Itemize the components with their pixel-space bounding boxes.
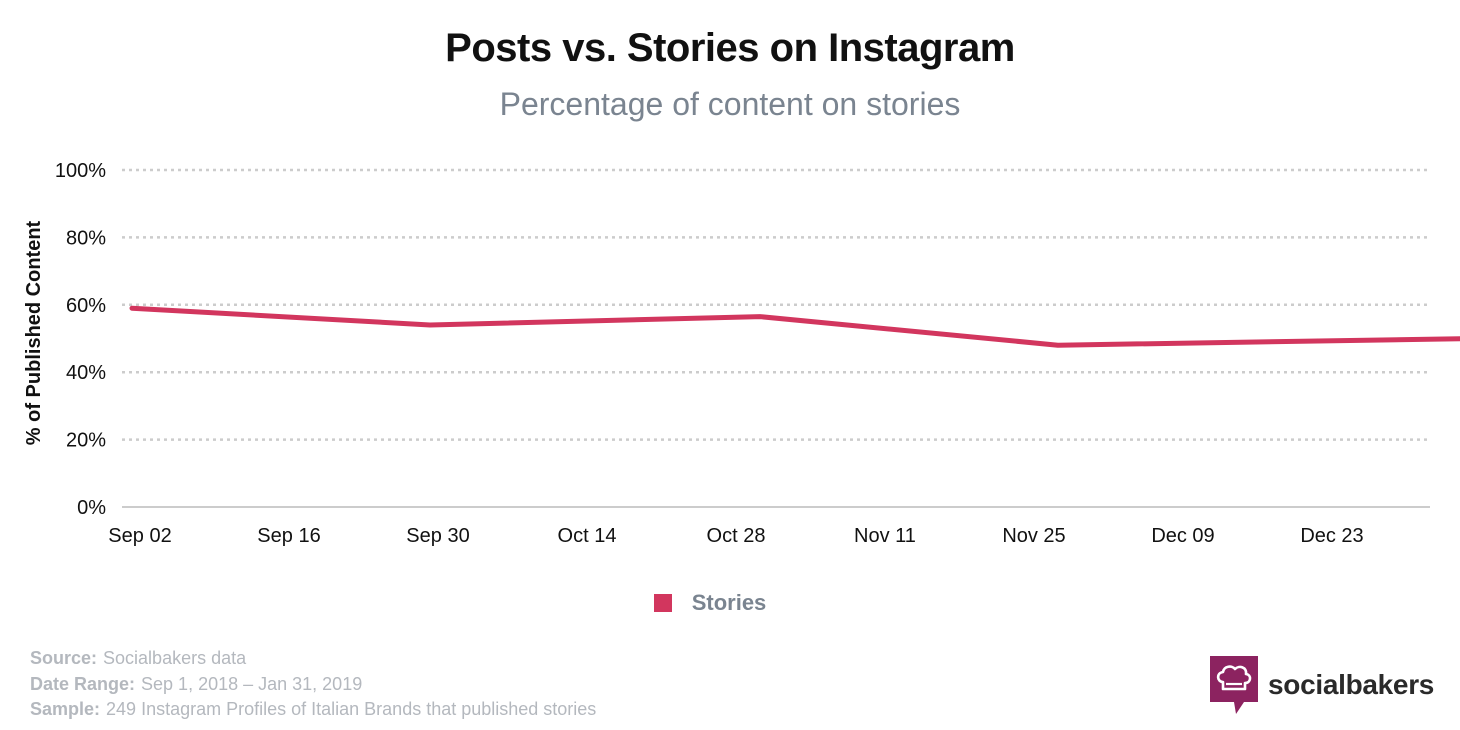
gridlines [122,168,1430,508]
x-tick-label: Oct 28 [707,525,766,547]
y-tick-label: 80% [66,227,106,249]
brand-logo: socialbakers [1210,656,1434,714]
x-tick-label: Oct 14 [558,525,617,547]
footer-date-range: Date Range: Sep 1, 2018 – Jan 31, 2019 [30,673,363,694]
y-tick-label: 100% [55,160,106,182]
brand-name: socialbakers [1268,669,1435,700]
legend-swatch-stories [653,594,672,612]
legend: Stories [0,590,1460,616]
x-tick-label: Sep 30 [406,525,469,547]
chart-subtitle: Percentage of content on stories [499,86,961,122]
x-tick-label: Sep 16 [257,525,320,547]
x-tick-label: Nov 11 [854,525,916,547]
footer-source: Source: Socialbakers data [30,648,247,668]
chart-title: Posts vs. Stories on Instagram [445,26,1015,70]
x-tick-label: Sep 02 [108,525,171,547]
series-line-stories [129,305,1460,348]
line-chart: 0% 20% 40% 60% 80% 100% Sep 02 Sep 16 Sep 30 Oct… [23,160,1460,547]
y-tick-label: 20% [66,430,106,452]
legend-label-stories: Stories [691,590,767,615]
x-tick-label: Nov 25 [1002,525,1065,547]
y-axis-label: % of Published Content [23,220,45,445]
y-tick-label: 60% [66,295,106,317]
x-tick-label: Dec 09 [1151,525,1214,547]
chart-footer: Source: Socialbakers data Date Range: Sep … [30,646,596,723]
chef-hat-icon [1210,656,1258,714]
footer-sample: Sample: 249 Instagram Profiles of Italian… [30,699,597,719]
y-tick-label: 40% [66,362,106,384]
series-stories [129,305,1460,348]
x-tick-label: Dec 23 [1300,525,1363,547]
y-axis-ticks: 0% 20% 40% 60% 80% 100% [55,160,106,519]
y-tick-label: 0% [77,497,106,519]
x-axis-ticks: Sep 02 Sep 16 Sep 30 Oct 14 Oct 28 Nov 11 Nov … [108,525,1363,547]
